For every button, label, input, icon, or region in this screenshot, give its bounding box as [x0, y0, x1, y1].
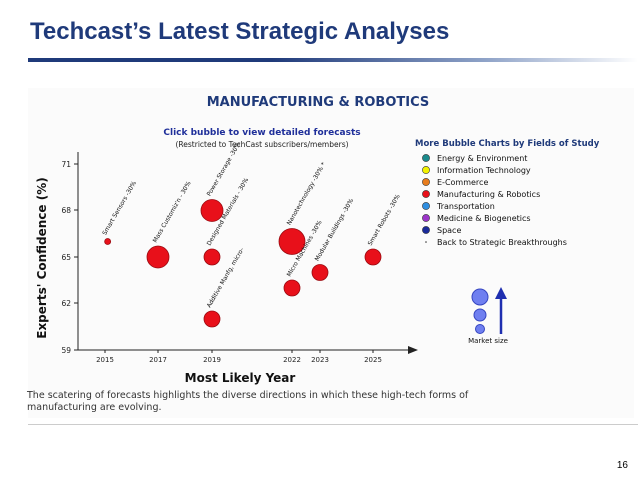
bubbles: Smart Sensors -30% Mass Customiz'n - 30%P…	[101, 141, 402, 328]
bubble-label: Modular Buildings -30%	[314, 197, 356, 262]
legend-swatch	[422, 154, 430, 162]
x-tick-label: 2022	[283, 356, 301, 364]
legend-item-label[interactable]: Back to Strategic Breakthroughs	[437, 238, 567, 247]
data-bubble[interactable]	[283, 279, 301, 297]
data-bubble[interactable]	[203, 248, 221, 266]
x-axis-arrow	[408, 346, 418, 354]
x-axis-label: Most Likely Year	[185, 371, 296, 385]
bubble-legend: Energy & Environment Information Technolo…	[422, 154, 567, 247]
legend-item-label[interactable]: Manufacturing & Robotics	[437, 190, 540, 199]
y-tick-label: 65	[61, 253, 71, 262]
legend-item-label[interactable]: Medicine & Biogenetics	[437, 214, 531, 223]
x-tick-label: 2023	[311, 356, 329, 364]
y-tick-label: 71	[61, 160, 71, 169]
size-legend-medium	[473, 308, 487, 322]
title-underline	[28, 58, 638, 62]
legend-item-label[interactable]: Space	[437, 226, 461, 235]
bubble-label: Smart Robots -30%	[367, 193, 402, 247]
y-tick-label: 68	[61, 206, 71, 215]
bubble-label: Smart Sensors -30%	[101, 180, 138, 237]
chart-caption-line-1: The scatering of forecasts highlights th…	[26, 390, 469, 401]
legend-swatch	[422, 202, 430, 210]
bubble-label: Nanotechnology -30% *	[286, 161, 328, 226]
data-bubble[interactable]	[364, 248, 382, 266]
legend-item-label[interactable]: E-Commerce	[437, 178, 488, 187]
legend-swatch	[422, 226, 430, 234]
x-tick-label: 2015	[96, 356, 114, 364]
legend-bullet	[425, 241, 427, 243]
legend-swatch	[422, 178, 430, 186]
data-bubble[interactable]	[200, 199, 224, 222]
size-arrow-head	[495, 287, 507, 299]
y-tick-label: 59	[61, 346, 71, 355]
legend-item-label[interactable]: Transportation	[436, 202, 495, 211]
legend-swatch	[422, 214, 430, 222]
y-tick-label: 62	[61, 299, 71, 308]
chart-subtitle-note: (Restricted to TechCast subscribers/memb…	[175, 140, 348, 149]
x-tick-label: 2025	[364, 356, 382, 364]
legend-title: More Bubble Charts by Fields of Study	[415, 139, 600, 149]
data-bubble[interactable]	[203, 310, 221, 328]
size-legend-small	[475, 324, 485, 334]
x-tick-label: 2017	[149, 356, 167, 364]
panel-divider	[28, 424, 638, 425]
chart-caption-line-2: manufacturing are evolving.	[27, 402, 162, 413]
slide-number: 16	[616, 460, 628, 471]
size-legend-large	[471, 288, 489, 306]
data-bubble[interactable]	[104, 238, 112, 245]
data-bubble[interactable]	[146, 245, 170, 269]
chart-title: MANUFACTURING & ROBOTICS	[207, 95, 430, 110]
y-axis-label: Experts' Confidence (%)	[35, 177, 49, 339]
chart-caption: The scatering of forecasts highlights th…	[26, 390, 471, 413]
legend-item-label[interactable]: Information Technology	[437, 166, 531, 175]
axes: 59 62 65 68 71 2015 2017 2019 2022 2023 2025	[61, 152, 418, 364]
legend-swatch	[422, 166, 430, 174]
chart-panel	[28, 88, 634, 418]
data-bubble[interactable]	[278, 228, 306, 255]
market-size-legend: Market size	[468, 287, 508, 345]
legend-item-label[interactable]: Energy & Environment	[437, 154, 527, 163]
chart-subtitle[interactable]: Click bubble to view detailed forecasts	[163, 128, 360, 138]
legend-swatch	[422, 190, 430, 198]
bubble-label: Mass Customiz'n - 30%	[152, 180, 193, 244]
x-tick-label: 2019	[203, 356, 221, 364]
size-legend-label: Market size	[468, 337, 508, 345]
data-bubble[interactable]	[311, 264, 329, 281]
slide-title: Techcast’s Latest Strategic Analyses	[30, 18, 450, 45]
